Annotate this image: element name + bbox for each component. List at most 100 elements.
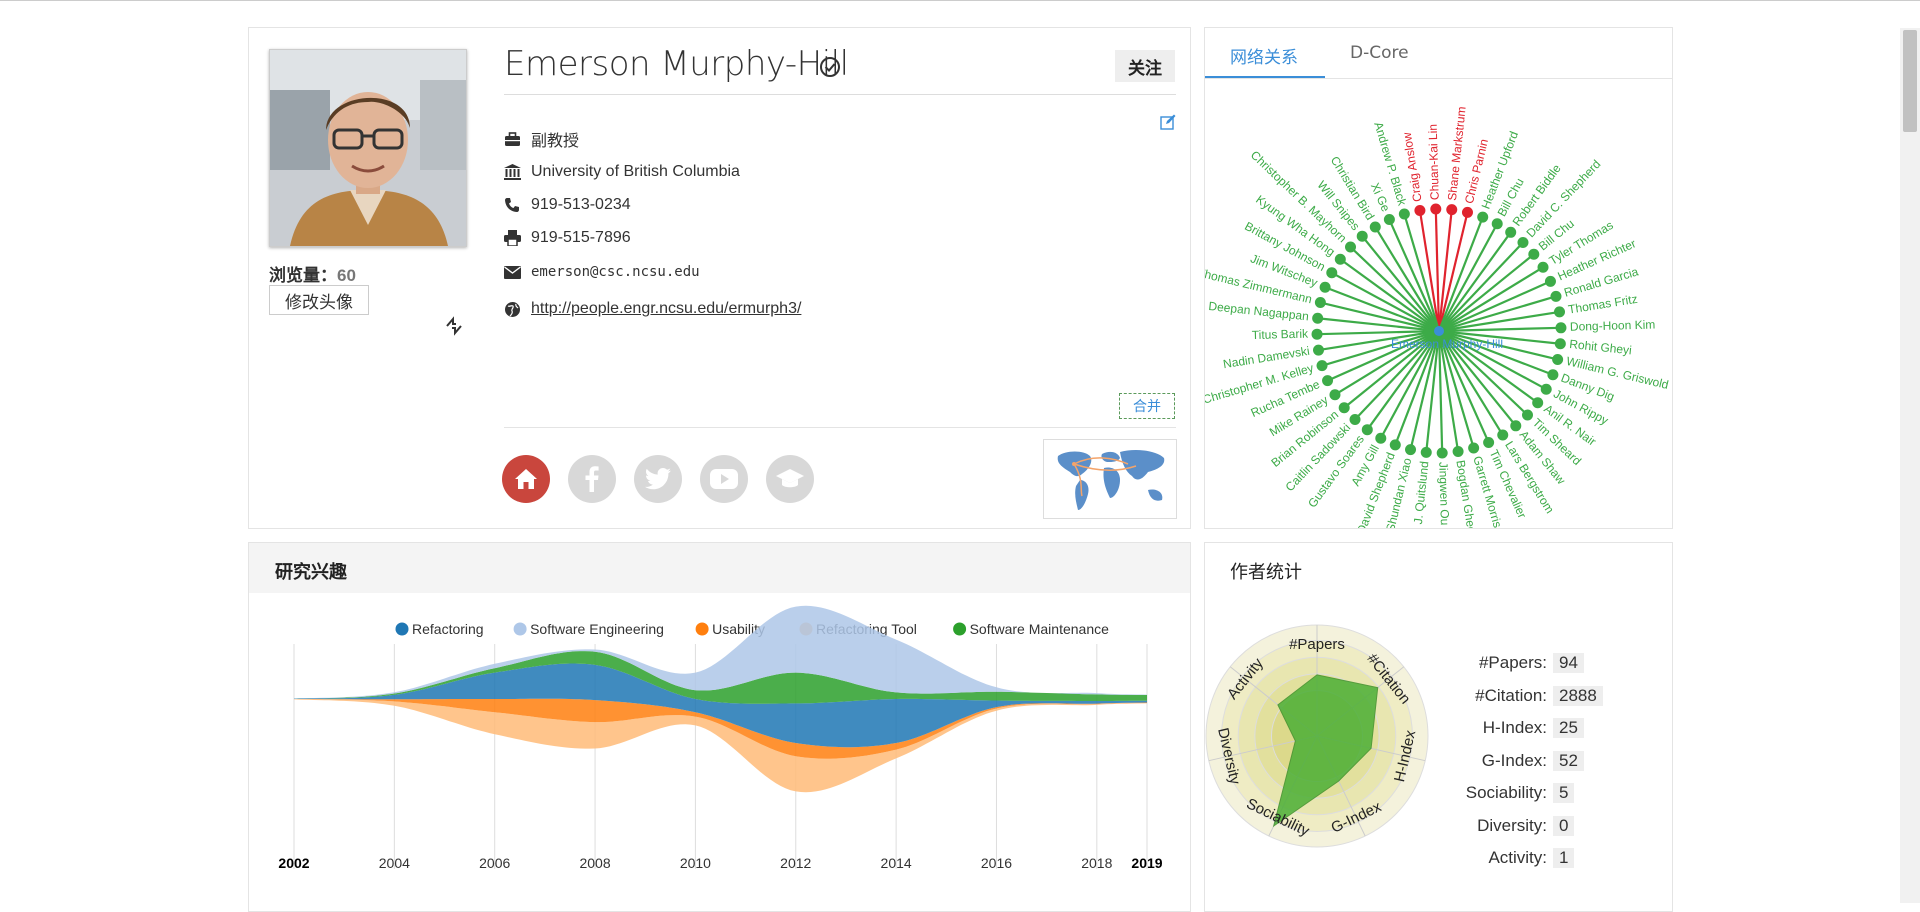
network-edge (1438, 295, 1557, 333)
scrollbar-track[interactable] (1900, 28, 1920, 903)
network-node-label[interactable]: Chuan-Kai Lin (1426, 124, 1442, 200)
network-node[interactable] (1552, 353, 1564, 365)
network-node[interactable] (1553, 306, 1565, 318)
network-node[interactable] (1329, 389, 1341, 401)
follow-button[interactable]: 关注 (1115, 50, 1175, 82)
network-node[interactable] (1405, 444, 1417, 456)
scrollbar-thumb[interactable] (1903, 30, 1917, 132)
network-node[interactable] (1414, 205, 1426, 217)
network-node[interactable] (1547, 369, 1559, 381)
network-center-node[interactable] (1434, 326, 1444, 336)
world-map[interactable] (1043, 439, 1177, 519)
swap-icon[interactable] (444, 316, 464, 341)
legend-label: Software Maintenance (970, 621, 1110, 637)
network-node[interactable] (1326, 267, 1338, 279)
network-node[interactable] (1430, 203, 1442, 215)
network-node-label[interactable]: Titus Barik (1252, 327, 1310, 342)
stream-layer[interactable] (294, 605, 1147, 699)
network-node[interactable] (1468, 442, 1480, 454)
views-label: 浏览量： (269, 266, 337, 285)
network-node[interactable] (1510, 420, 1522, 432)
network-edge (1403, 213, 1441, 332)
legend-item[interactable]: Software Engineering (513, 621, 664, 637)
network-node[interactable] (1550, 290, 1562, 302)
network-node-label[interactable]: Dong-Hoon Kim (1570, 318, 1656, 334)
merge-button[interactable]: 合并 (1119, 393, 1175, 419)
network-node[interactable] (1537, 261, 1549, 273)
stat-label: Diversity: (1477, 815, 1547, 835)
network-node[interactable] (1313, 344, 1325, 356)
network-edge (1379, 330, 1440, 439)
network-node[interactable] (1338, 402, 1350, 414)
network-node[interactable] (1555, 322, 1567, 334)
network-node[interactable] (1349, 413, 1361, 425)
legend-label: Refactoring (412, 621, 484, 637)
scholar-button[interactable] (766, 455, 814, 503)
network-node[interactable] (1517, 237, 1529, 249)
network-node[interactable] (1491, 218, 1503, 230)
network-edge (1418, 210, 1441, 332)
x-tick-label: 2016 (981, 855, 1012, 871)
youtube-icon (710, 469, 738, 489)
network-node[interactable] (1311, 328, 1323, 340)
youtube-button[interactable] (700, 455, 748, 503)
homepage-link[interactable]: http://people.engr.ncsu.edu/ermurph3/ (531, 300, 802, 317)
network-node-label[interactable]: Rohit Gheyi (1569, 337, 1633, 357)
network-node[interactable] (1319, 281, 1331, 293)
network-node[interactable] (1497, 429, 1509, 441)
network-node[interactable] (1345, 241, 1357, 253)
network-node[interactable] (1316, 360, 1328, 372)
network-node[interactable] (1446, 204, 1458, 216)
legend-item[interactable]: Usability (695, 621, 765, 637)
edit-icon[interactable] (1160, 114, 1176, 135)
network-node[interactable] (1375, 432, 1387, 444)
avatar[interactable] (269, 49, 467, 247)
home-button[interactable] (502, 455, 550, 503)
facebook-button[interactable] (568, 455, 616, 503)
network-node[interactable] (1521, 409, 1533, 421)
network-node[interactable] (1314, 297, 1326, 309)
coauthor-network-graph[interactable]: Craig Anslow Chuan-Kai Lin Shane Markstrum… (1205, 79, 1673, 529)
network-node[interactable] (1461, 206, 1473, 218)
network-node[interactable] (1322, 375, 1334, 387)
network-node[interactable] (1540, 383, 1552, 395)
network-node[interactable] (1383, 214, 1395, 226)
network-node[interactable] (1389, 439, 1401, 451)
network-edge (1438, 326, 1561, 333)
change-avatar-button[interactable]: 修改头像 (269, 285, 369, 315)
network-node[interactable] (1483, 436, 1495, 448)
network-node-label[interactable]: Jingwen Ou (1436, 462, 1452, 526)
x-tick-label: 2002 (278, 855, 309, 871)
network-node[interactable] (1356, 230, 1368, 242)
network-node[interactable] (1532, 397, 1544, 409)
tab-network[interactable]: 网络关系 (1230, 48, 1298, 68)
network-node[interactable] (1452, 445, 1464, 457)
network-node[interactable] (1420, 446, 1432, 458)
legend-item[interactable]: Refactoring (395, 621, 484, 637)
stream-layer[interactable] (294, 663, 1147, 748)
stream-layer[interactable] (294, 651, 1147, 704)
legend-label: Software Engineering (530, 621, 664, 637)
network-node[interactable] (1436, 447, 1448, 459)
network-node[interactable] (1361, 424, 1373, 436)
email-text[interactable]: emerson@csc.ncsu.edu (531, 264, 700, 280)
author-radar-chart: #Papers#CitationH-IndexG-IndexSociabilit… (1205, 624, 1429, 848)
twitter-button[interactable] (634, 455, 682, 503)
stat-value: 94 (1553, 653, 1584, 673)
network-node[interactable] (1369, 221, 1381, 233)
network-node[interactable] (1528, 248, 1540, 260)
network-node[interactable] (1554, 338, 1566, 350)
divider (504, 427, 1176, 428)
network-node[interactable] (1312, 312, 1324, 324)
tab-dcore[interactable]: D-Core (1350, 43, 1409, 63)
network-node-label[interactable]: Deepan Nagappan (1208, 299, 1310, 323)
network-node[interactable] (1477, 211, 1489, 223)
network-node[interactable] (1334, 253, 1346, 265)
network-node[interactable] (1398, 208, 1410, 220)
network-edge (1361, 235, 1440, 332)
network-node[interactable] (1544, 275, 1556, 287)
network-center-label: Emerson Murphy-Hill (1391, 337, 1503, 351)
network-node[interactable] (1505, 226, 1517, 238)
legend-item[interactable]: Software Maintenance (953, 621, 1109, 637)
stream-layer[interactable] (294, 699, 1147, 793)
